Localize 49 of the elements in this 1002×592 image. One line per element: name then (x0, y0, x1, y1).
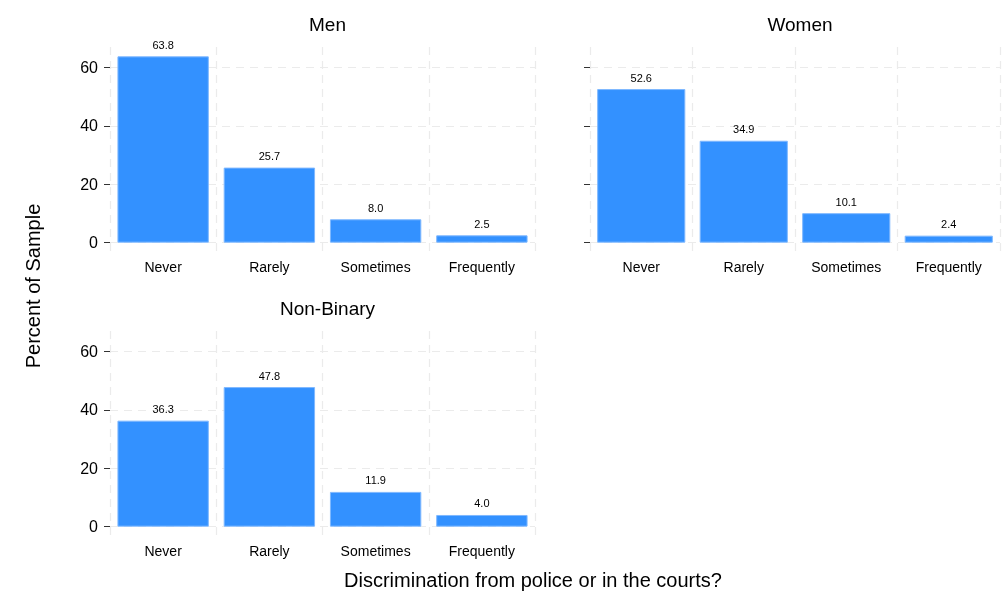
data-label: 4.0 (474, 497, 490, 510)
x-tick-label: Frequently (448, 259, 515, 275)
data-label: 63.8 (152, 38, 174, 51)
x-axis-title: Discrimination from police or in the courts? (344, 568, 722, 592)
y-axis-title: Percent of Sample (21, 203, 45, 369)
bar (699, 140, 788, 243)
data-label: 10.1 (835, 195, 857, 208)
data-label: 25.7 (258, 150, 281, 163)
data-label: 2.5 (474, 217, 490, 230)
x-tick-label: Never (144, 543, 183, 559)
x-tick-label: Rarely (249, 259, 290, 275)
y-tick-label: 60 (80, 342, 99, 360)
data-label: 47.8 (258, 369, 281, 382)
bar (223, 167, 316, 243)
y-tick-label: 60 (80, 58, 99, 76)
x-tick-label: Frequently (448, 543, 515, 559)
y-tick-label: 0 (89, 518, 99, 536)
bar (117, 420, 209, 527)
data-label: 11.9 (365, 474, 386, 487)
data-label: 36.3 (152, 403, 174, 416)
x-tick-label: Rarely (249, 543, 290, 559)
bar (117, 56, 209, 243)
y-tick-label: 40 (80, 117, 99, 135)
y-tick-label: 0 (89, 234, 99, 252)
x-tick-label: Sometimes (340, 543, 411, 559)
bar (329, 491, 422, 527)
bar (223, 387, 316, 527)
y-tick-label: 20 (80, 175, 99, 193)
chart-title: Men (309, 14, 346, 35)
bar (597, 89, 686, 243)
data-label: 2.4 (941, 218, 957, 231)
x-tick-label: Sometimes (340, 259, 411, 275)
x-tick-label: Sometimes (811, 259, 882, 275)
y-tick-label: 40 (80, 401, 99, 419)
bar (436, 235, 528, 243)
bar (436, 514, 528, 527)
x-tick-label: Never (622, 259, 661, 275)
chart-title: Non-Binary (279, 298, 376, 319)
x-tick-label: Frequently (915, 259, 982, 275)
y-tick-label: 20 (80, 459, 99, 477)
bar (329, 219, 422, 243)
chart-title: Women (767, 14, 833, 35)
data-label: 8.0 (367, 201, 384, 214)
data-label: 34.9 (733, 123, 755, 136)
bar (904, 235, 993, 243)
x-tick-label: Never (144, 259, 183, 275)
data-label: 52.6 (630, 71, 652, 84)
x-tick-label: Rarely (723, 259, 764, 275)
bar (802, 213, 891, 243)
